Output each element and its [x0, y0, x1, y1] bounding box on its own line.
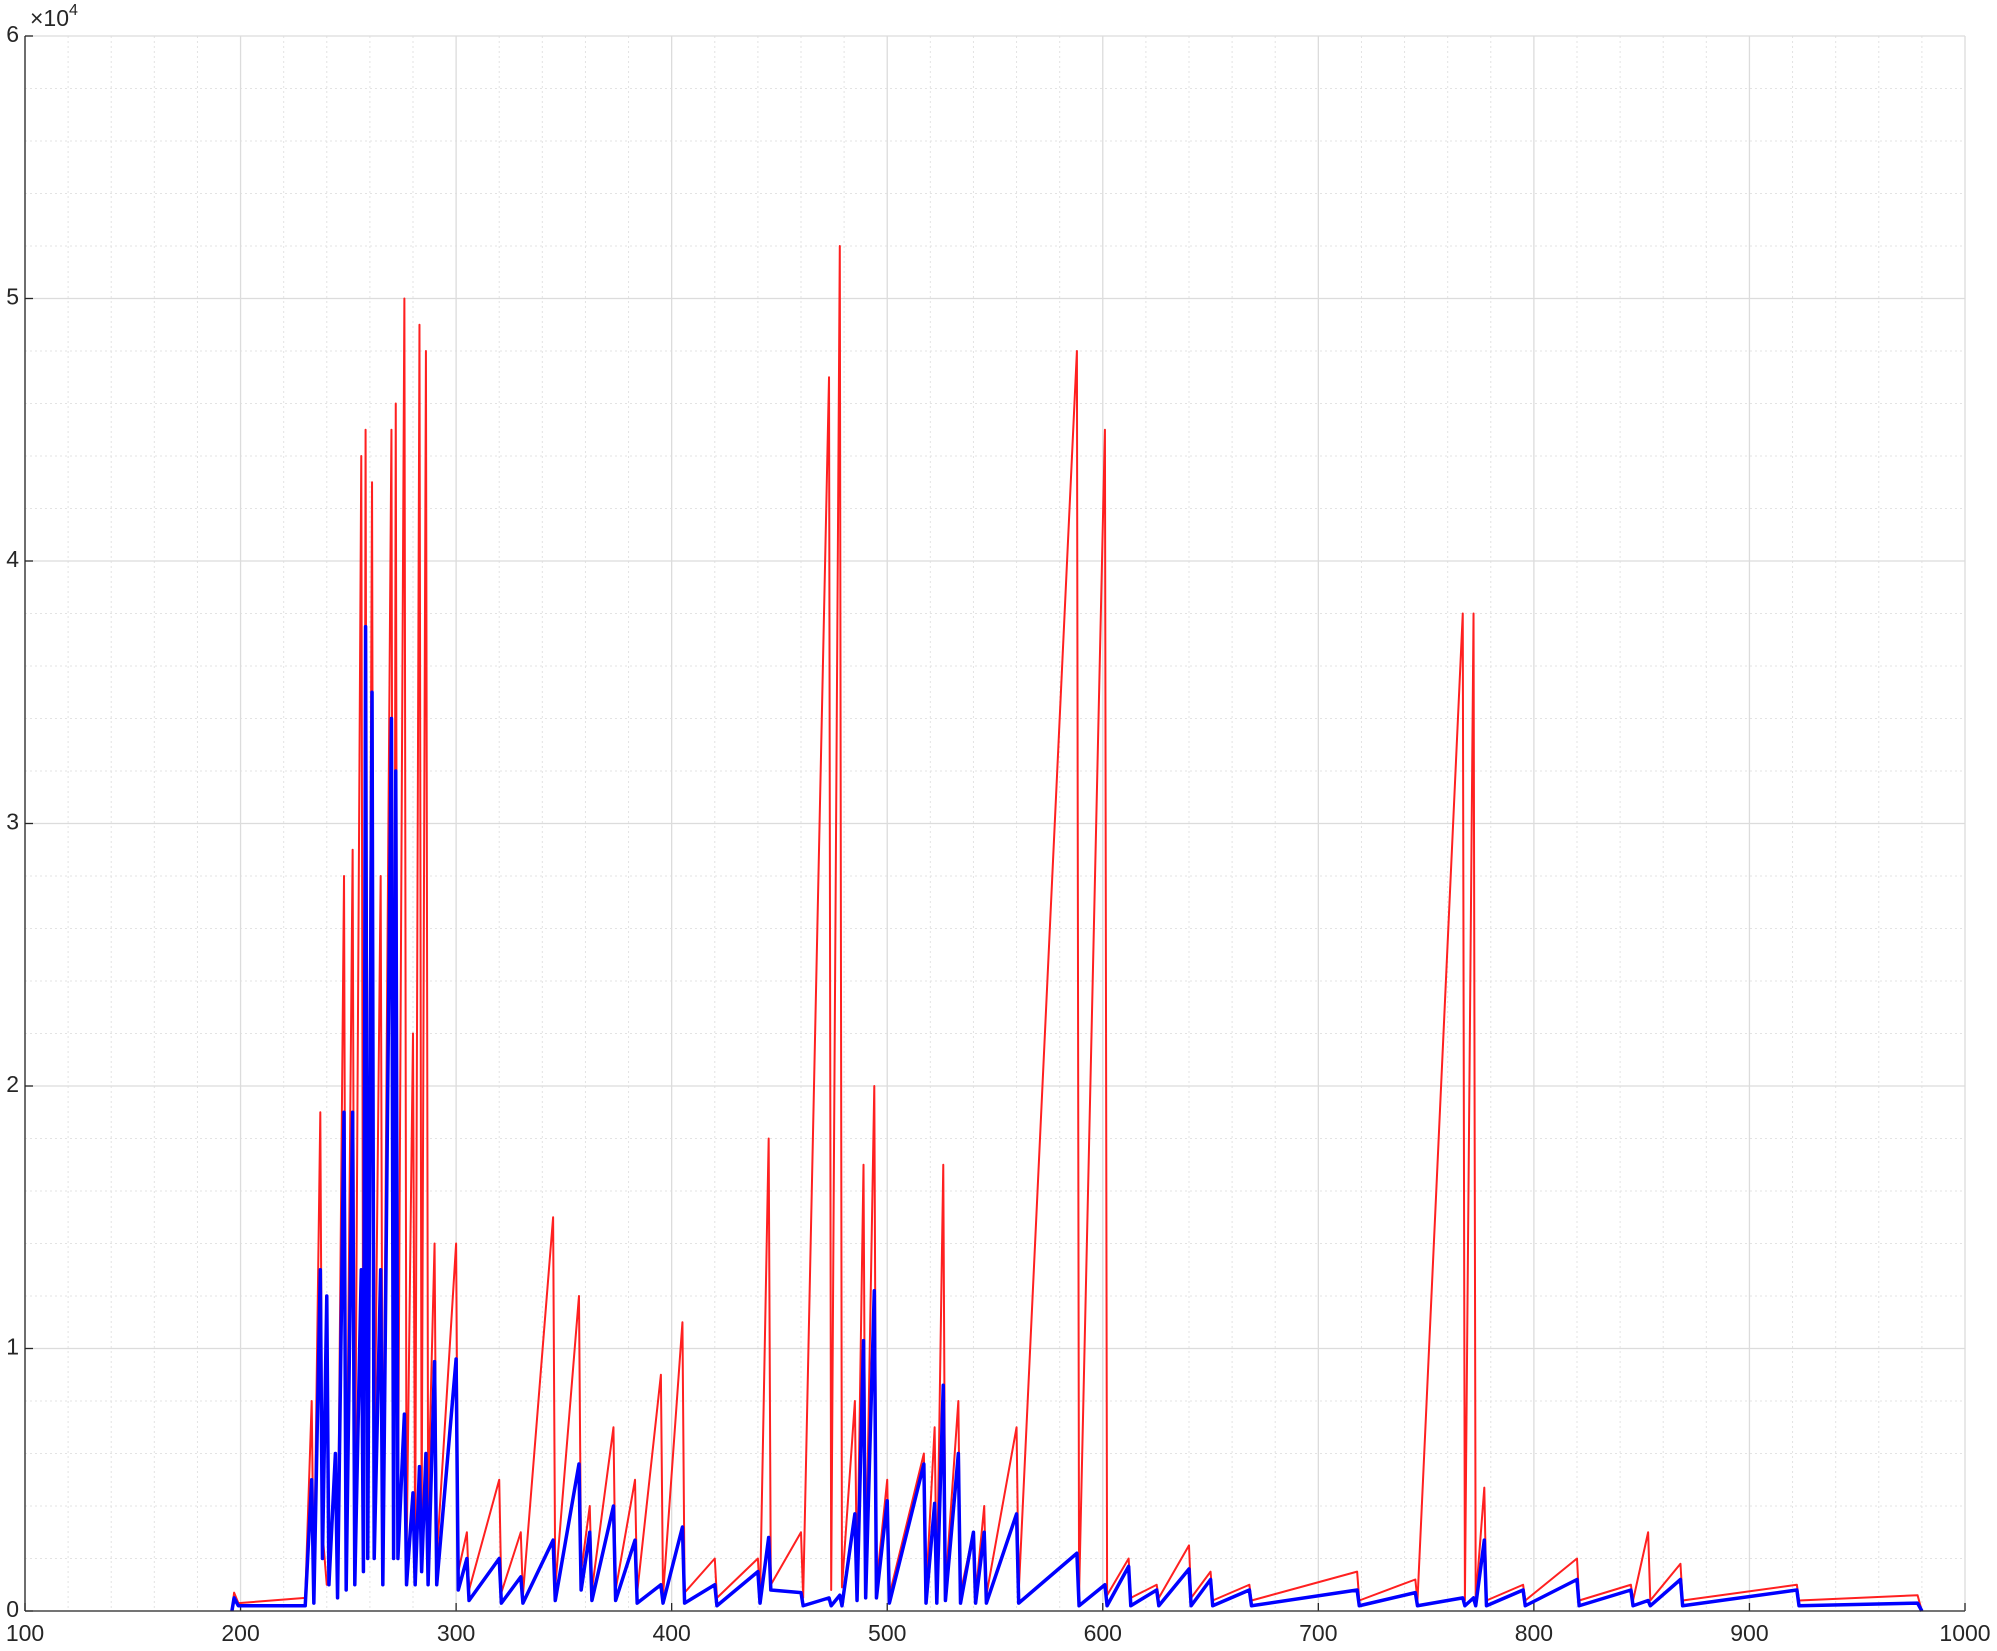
- y-multiplier: ×104: [30, 2, 78, 31]
- multiplier-exponent: 4: [69, 2, 78, 19]
- x-tick-label: 200: [221, 1620, 259, 1646]
- x-tick-label: 300: [437, 1620, 475, 1646]
- y-tick-label: 6: [6, 21, 19, 47]
- x-tick-label: 100: [6, 1620, 44, 1646]
- x-tick-label: 700: [1299, 1620, 1337, 1646]
- x-tick-label: 900: [1730, 1620, 1768, 1646]
- series-line: [230, 245, 1923, 1612]
- x-tick-label: 400: [652, 1620, 690, 1646]
- y-tick-label: 1: [6, 1334, 19, 1360]
- y-tick-label: 0: [6, 1596, 19, 1622]
- x-tick-label: 1000: [1939, 1620, 1990, 1646]
- x-tick-label: 500: [868, 1620, 906, 1646]
- x-tick-label: 800: [1515, 1620, 1553, 1646]
- series-line: [230, 624, 1924, 1612]
- x-tick-label: 600: [1084, 1620, 1122, 1646]
- y-tick-label: 5: [6, 284, 19, 310]
- y-tick-label: 4: [6, 546, 19, 572]
- multiplier-base: ×10: [30, 5, 69, 31]
- y-tick-label: 3: [6, 809, 19, 835]
- y-tick-label: 2: [6, 1071, 19, 1097]
